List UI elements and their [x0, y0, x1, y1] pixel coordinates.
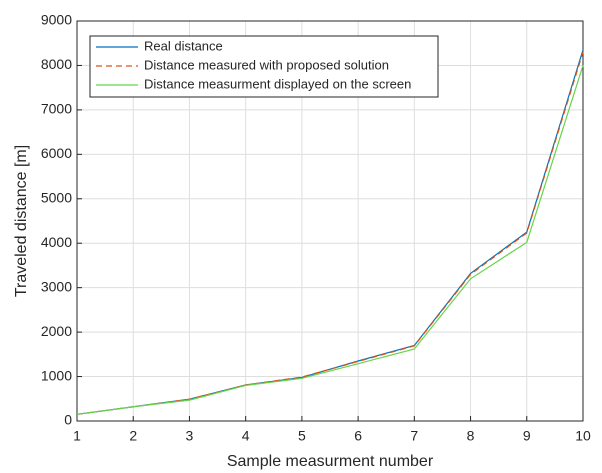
series-line [76, 51, 584, 415]
x-tick-label: 9 [523, 428, 531, 444]
x-tick-label: 7 [410, 428, 418, 444]
legend-label: Distance measurment displayed on the scr… [144, 76, 411, 91]
y-tick-label: 8000 [41, 56, 72, 72]
legend-label: Real distance [144, 38, 223, 53]
x-tick-label: 3 [186, 428, 194, 444]
y-tick-label: 3000 [41, 278, 72, 294]
series-line [76, 65, 584, 415]
y-tick-label: 5000 [41, 189, 72, 205]
y-tick-label: 6000 [41, 145, 72, 161]
y-tick-label: 4000 [41, 234, 72, 250]
legend-box [89, 35, 439, 98]
y-tick-label: 7000 [41, 101, 72, 117]
plot-frame [76, 20, 584, 422]
y-axis-label: Traveled distance [m] [13, 145, 30, 297]
legend-label: Distance measured with proposed solution [144, 57, 389, 72]
x-tick-label: 5 [298, 428, 306, 444]
x-tick-label: 1 [73, 428, 81, 444]
y-tick-label: 9000 [41, 12, 72, 28]
series-line [76, 49, 584, 415]
y-tick-label: 0 [64, 412, 72, 428]
x-axis-label: Sample measurment number [227, 453, 434, 470]
x-tick-label: 6 [354, 428, 362, 444]
y-tick-label: 1000 [41, 367, 72, 383]
x-tick-label: 4 [242, 428, 250, 444]
x-tick-label: 8 [467, 428, 475, 444]
x-tick-label: 10 [575, 428, 591, 444]
x-tick-label: 2 [129, 428, 137, 444]
y-tick-label: 2000 [41, 323, 72, 339]
